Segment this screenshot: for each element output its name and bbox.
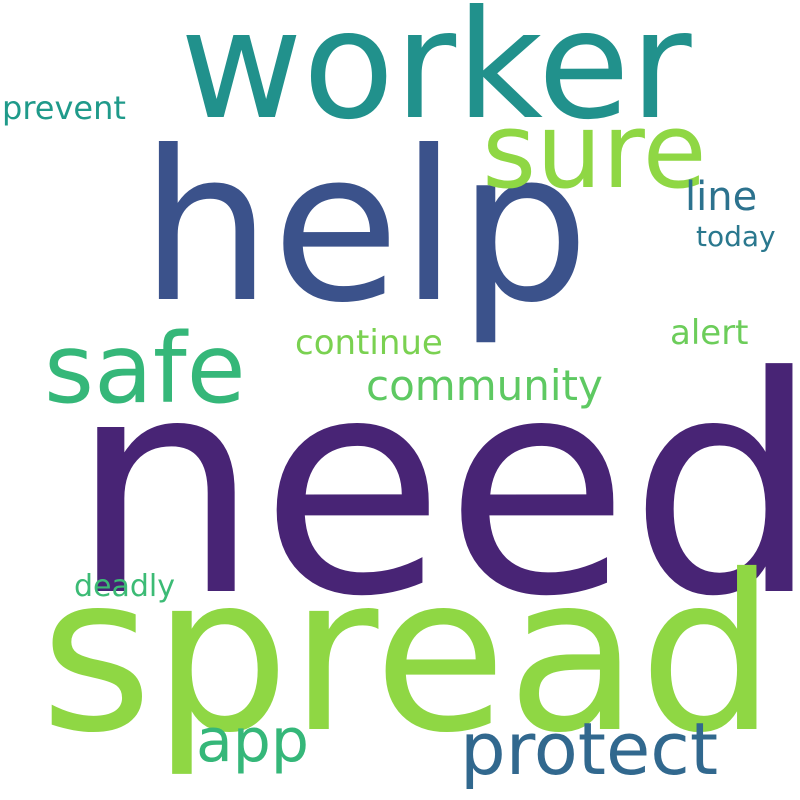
word-worker: worker	[180, 0, 692, 153]
word-spread: spread	[40, 529, 777, 780]
word-community: community	[366, 361, 603, 410]
word-today: today	[696, 220, 776, 253]
word-prevent: prevent	[2, 89, 126, 127]
word-protect: protect	[460, 707, 719, 791]
word-need: need	[70, 313, 800, 662]
word-alert: alert	[670, 313, 749, 353]
word-help: help	[140, 107, 590, 349]
word-line: line	[685, 174, 758, 220]
word-sure: sure	[482, 90, 707, 212]
word-deadly: deadly	[74, 569, 176, 604]
word-safe: safe	[44, 313, 246, 425]
word-continue: continue	[295, 323, 443, 363]
word-app: app	[196, 706, 309, 776]
